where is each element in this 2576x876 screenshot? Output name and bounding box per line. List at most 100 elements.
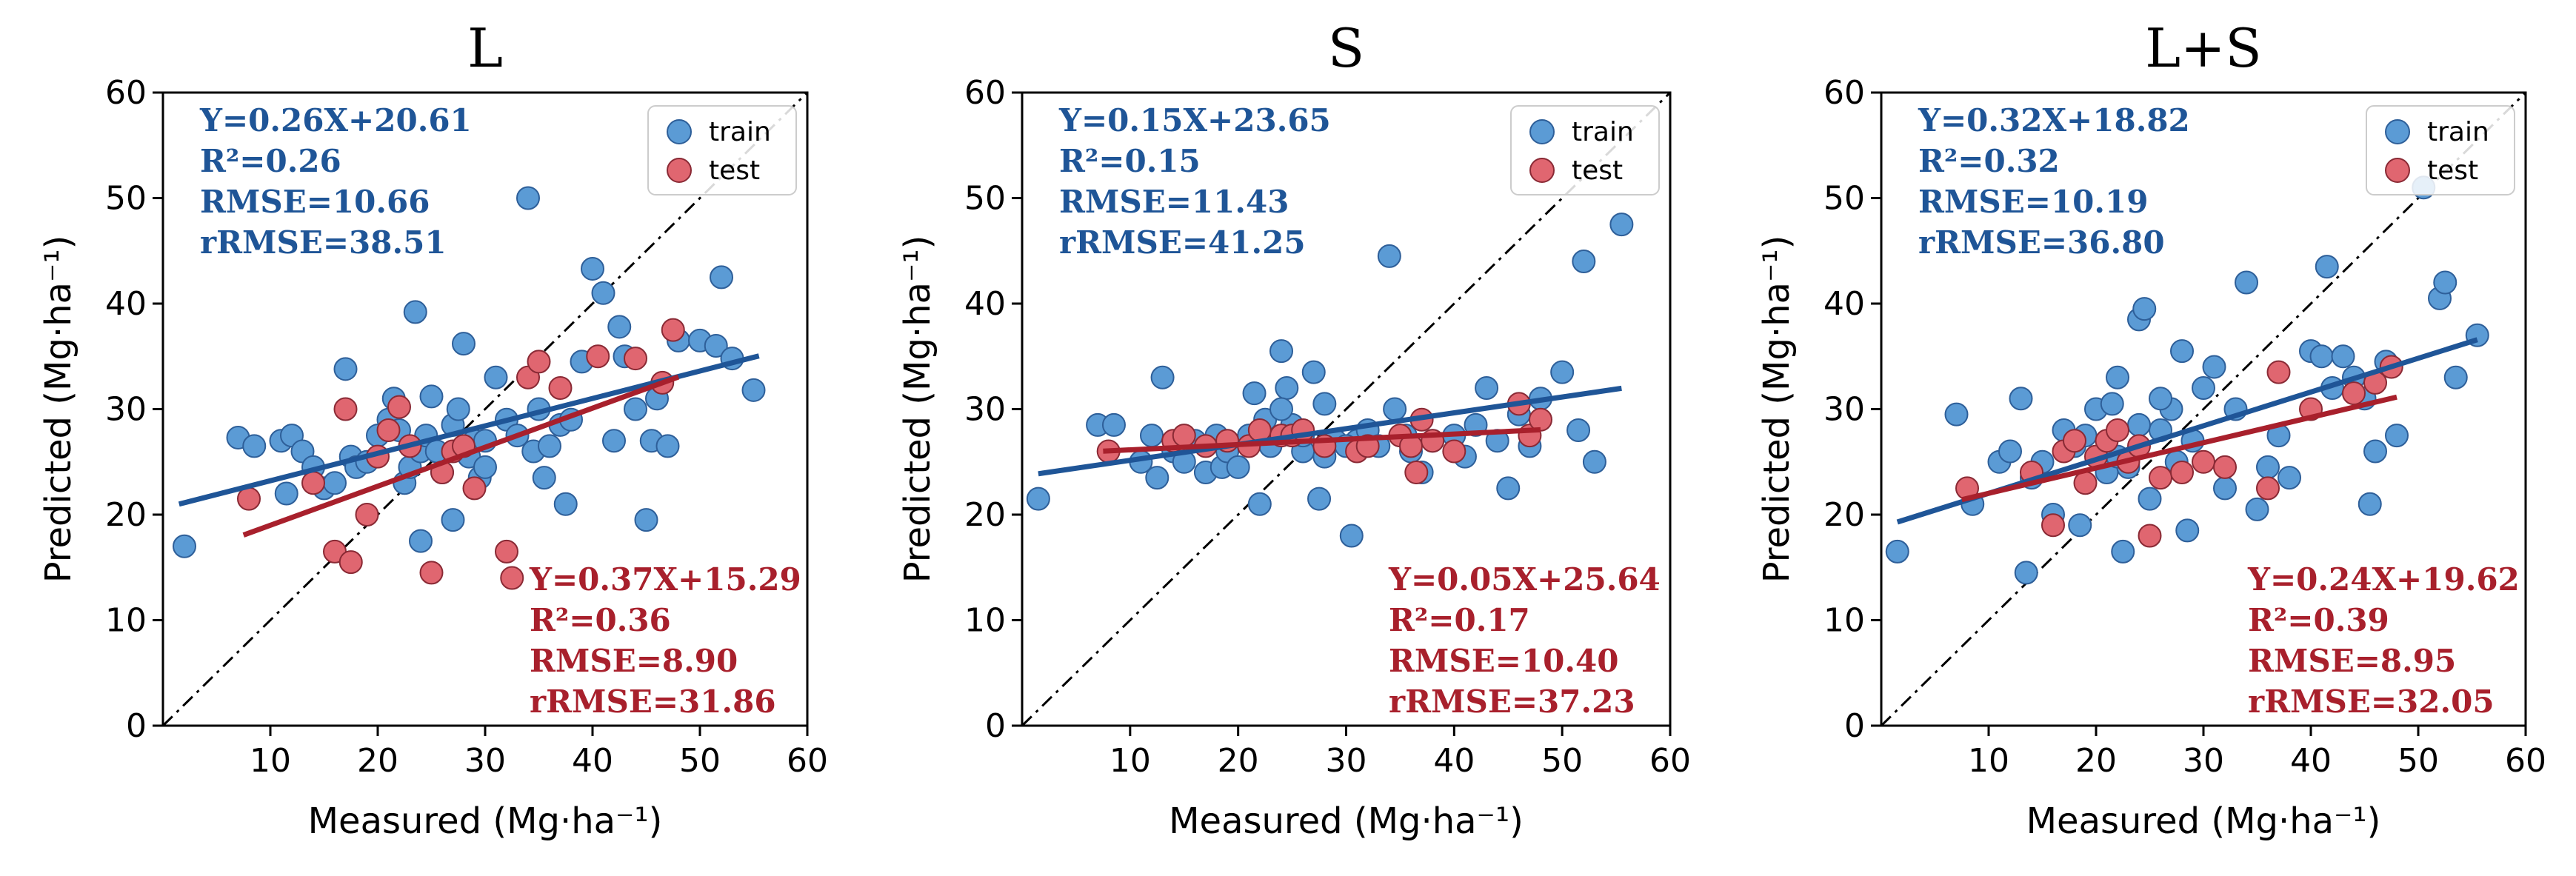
test-stats-line: rRMSE=32.05 [2248, 683, 2495, 720]
test-stats-line: Y=0.24X+19.62 [2247, 561, 2520, 598]
y-tick-label: 30 [105, 391, 147, 429]
legend-train-label: train [709, 117, 771, 147]
y-tick-label: 10 [1823, 602, 1865, 640]
y-tick-label: 60 [1823, 74, 1865, 112]
test-point [338, 550, 363, 575]
y-tick-label: 20 [105, 496, 147, 534]
train-point [2443, 365, 2468, 389]
x-axis-label: Measured (Mg·ha⁻¹) [2026, 800, 2381, 842]
train-point [2127, 412, 2151, 437]
x-tick-label: 50 [679, 742, 721, 780]
legend-train-label: train [2427, 117, 2489, 147]
test-point [2266, 360, 2291, 384]
test-point [2041, 513, 2065, 538]
y-tick-label: 60 [964, 74, 1006, 112]
legend-train-marker [2385, 119, 2410, 144]
y-tick-label: 30 [1823, 391, 1865, 429]
test-point [2213, 455, 2237, 479]
train-point [704, 334, 728, 358]
train-point [1242, 381, 1267, 406]
test-fit-line [1961, 394, 2398, 503]
train-point [2202, 355, 2226, 379]
train-point [2100, 392, 2124, 416]
train-point [710, 265, 733, 290]
test-point [2063, 429, 2086, 453]
train-point [274, 481, 298, 506]
train-stats-line: RMSE=11.43 [1059, 184, 1289, 220]
train-point [591, 281, 615, 305]
train-point [2256, 455, 2280, 479]
train-point [323, 471, 347, 495]
train-point [553, 492, 578, 516]
test-point [527, 350, 551, 374]
test-stats-line: RMSE=8.90 [530, 643, 738, 679]
chart-panel-2: S 0 10 20 30 40 50 60 10 20 30 40 50 60 Measured (Mg·h… [897, 17, 1691, 842]
train-point [1496, 476, 1521, 501]
test-point [495, 539, 518, 564]
train-point [1885, 539, 1909, 564]
y-axis-label: Predicted (Mg·ha⁻¹) [38, 235, 79, 584]
test-stats-line: R²=0.39 [2248, 602, 2389, 638]
train-point [2213, 476, 2237, 501]
train-point [2358, 492, 2382, 516]
chart-title: L [467, 17, 503, 79]
train-stats-line: Y=0.32X+18.82 [1918, 102, 2190, 138]
y-tick-label: 50 [1823, 180, 1865, 218]
y-tick-label: 0 [126, 707, 147, 745]
train-point [516, 186, 540, 210]
train-point [1566, 418, 1591, 442]
test-stats-line: R²=0.36 [530, 602, 671, 638]
one-to-one-line [1021, 91, 1672, 727]
train-point [2315, 255, 2339, 279]
train-stats-line: rRMSE=38.51 [200, 224, 447, 261]
legend-train-label: train [1572, 117, 1634, 147]
chart-title: L+S [2145, 17, 2261, 79]
chart-title: S [1328, 17, 1364, 79]
x-tick-label: 30 [1326, 742, 1367, 780]
test-point [1529, 407, 1552, 432]
train-point [1312, 392, 1337, 416]
y-tick-label: 60 [105, 74, 147, 112]
train-point [2309, 344, 2334, 369]
x-tick-label: 50 [2398, 742, 2439, 780]
train-point [1609, 213, 1634, 237]
test-stats-line: RMSE=10.40 [1389, 643, 1618, 679]
train-point [2245, 497, 2269, 521]
legend-test-marker [2385, 158, 2410, 183]
train-point [2132, 297, 2157, 321]
y-tick-label: 30 [964, 391, 1006, 429]
test-point [500, 566, 524, 590]
test-point [1404, 461, 1429, 484]
y-tick-label: 20 [1823, 496, 1865, 534]
train-point [2106, 365, 2129, 389]
train-point [1140, 424, 1164, 448]
x-tick-label: 60 [1649, 742, 1691, 780]
train-point [1269, 339, 1293, 364]
train-point [2331, 344, 2355, 369]
train-point [1383, 397, 1407, 421]
train-point [403, 300, 427, 324]
train-point [1582, 449, 1606, 474]
x-tick-label: 40 [2290, 742, 2332, 780]
train-point [2149, 387, 2172, 411]
train-point [2009, 387, 2033, 411]
train-point [1377, 244, 1401, 268]
train-point [2111, 539, 2135, 564]
train-point [446, 397, 470, 421]
x-tick-label: 10 [1110, 742, 1151, 780]
x-tick-label: 20 [357, 742, 398, 780]
test-point [2149, 466, 2172, 490]
train-point [741, 378, 766, 402]
test-point [2256, 476, 2280, 501]
y-tick-label: 40 [964, 285, 1006, 323]
train-point [1944, 402, 1969, 427]
train-point [2138, 487, 2162, 511]
one-to-one-line [161, 91, 809, 727]
train-stats-line: Y=0.15X+23.65 [1058, 102, 1331, 138]
test-point [419, 561, 444, 585]
train-stats-line: R²=0.26 [200, 143, 341, 179]
test-stats-line: Y=0.05X+25.64 [1388, 561, 1661, 598]
test-stats-line: RMSE=8.95 [2248, 643, 2456, 679]
test-stats-line: R²=0.17 [1389, 602, 1530, 638]
